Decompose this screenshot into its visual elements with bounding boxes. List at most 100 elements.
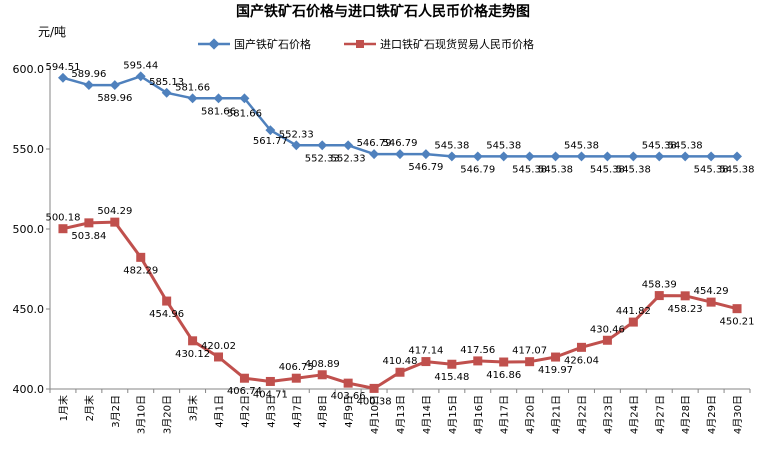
data-point <box>317 140 328 151</box>
chart-title: 国产铁矿石价格与进口铁矿石人民币价格走势图 <box>236 3 530 20</box>
data-point <box>291 373 301 383</box>
data-label: 417.56 <box>460 345 495 356</box>
data-label: 420.02 <box>201 341 236 352</box>
x-tick-label: 4月8日 <box>317 395 329 428</box>
data-label: 454.96 <box>149 309 184 320</box>
data-point <box>447 359 457 369</box>
data-label: 400.38 <box>357 396 392 407</box>
x-tick-label: 4月3日 <box>265 395 277 428</box>
data-point <box>395 367 405 377</box>
data-point <box>161 87 172 98</box>
x-tick-label: 3月末 <box>187 395 200 421</box>
data-point <box>83 80 94 91</box>
data-point <box>498 151 509 162</box>
data-point <box>550 151 561 162</box>
data-label: 589.96 <box>71 69 106 80</box>
data-label: 595.44 <box>123 60 158 71</box>
data-point <box>58 72 68 83</box>
x-tick-label: 4月27日 <box>654 395 666 434</box>
x-tick-label: 4月24日 <box>628 395 640 434</box>
data-point <box>291 140 302 151</box>
data-label: 545.38 <box>668 140 703 151</box>
data-label: 545.38 <box>538 164 573 175</box>
data-point <box>343 140 354 151</box>
x-tick-label: 4月23日 <box>602 395 614 434</box>
data-label: 552.33 <box>305 153 340 164</box>
data-label: 417.14 <box>408 346 443 357</box>
x-tick-label: 4月17日 <box>499 395 511 434</box>
data-point <box>628 317 638 327</box>
data-point <box>576 342 586 352</box>
data-point <box>499 357 509 367</box>
x-tick-label: 4月16日 <box>473 395 485 434</box>
data-point <box>628 151 639 162</box>
x-tick-label: 4月22日 <box>576 395 588 434</box>
data-labels: 594.51589.96589.96595.44585.13581.66581.… <box>45 60 754 407</box>
data-label: 545.38 <box>434 140 469 151</box>
data-label: 430.12 <box>175 349 210 360</box>
y-tick-label: 450.0 <box>13 303 45 316</box>
x-tick-label: 3月2日 <box>110 395 122 428</box>
legend-label-domestic: 国产铁矿石价格 <box>234 37 311 51</box>
data-point <box>446 151 457 162</box>
data-label: 589.96 <box>97 93 132 104</box>
x-tick-label: 4月2日 <box>239 395 251 428</box>
data-label: 545.38 <box>512 164 547 175</box>
data-point <box>214 352 224 362</box>
data-label: 426.04 <box>564 355 599 366</box>
data-label: 403.66 <box>331 391 366 402</box>
data-point <box>706 151 717 162</box>
data-label: 581.66 <box>201 106 236 117</box>
data-label: 406.74 <box>227 386 262 397</box>
data-label: 545.38 <box>642 140 677 151</box>
data-point <box>576 151 587 162</box>
data-point <box>680 291 690 301</box>
data-label: 545.38 <box>590 164 625 175</box>
data-label: 545.38 <box>564 140 599 151</box>
y-tick-label: 400.0 <box>13 383 45 396</box>
data-point <box>369 383 379 393</box>
data-label: 450.21 <box>720 317 755 328</box>
data-label: 500.18 <box>45 213 80 224</box>
x-tick-label: 4月20日 <box>525 395 537 434</box>
data-label: 585.13 <box>149 77 184 88</box>
data-point <box>732 151 742 162</box>
y-tick-label: 500.0 <box>13 223 45 236</box>
x-tick-label: 4月28日 <box>680 395 692 434</box>
data-point <box>135 71 146 82</box>
x-tick-label: 4月13日 <box>395 395 407 434</box>
data-label: 430.46 <box>590 324 625 335</box>
data-label: 545.38 <box>720 164 755 175</box>
data-label: 458.23 <box>668 304 703 315</box>
data-point <box>213 93 224 104</box>
data-point <box>187 93 198 104</box>
x-tick-label: 4月30日 <box>732 395 744 434</box>
data-label: 404.71 <box>253 389 288 400</box>
data-point <box>136 252 146 262</box>
x-tick-label: 4月9日 <box>343 395 355 428</box>
x-tick-label: 4月15日 <box>447 395 459 434</box>
data-point <box>732 304 742 314</box>
data-label: 545.38 <box>694 164 729 175</box>
data-label: 546.79 <box>460 164 495 175</box>
x-tick-label: 4月1日 <box>214 395 226 428</box>
x-tick-label: 4月14日 <box>421 395 433 434</box>
data-point <box>654 151 665 162</box>
series-markers <box>58 71 742 393</box>
data-label: 482.29 <box>123 265 158 276</box>
legend-item-domestic: 国产铁矿石价格 <box>198 37 311 51</box>
data-label: 552.33 <box>331 153 366 164</box>
x-tick-label: 3月10日 <box>136 395 148 434</box>
data-label: 561.77 <box>253 136 288 147</box>
data-point <box>239 93 250 104</box>
data-point <box>58 224 68 234</box>
data-label: 545.38 <box>616 164 651 175</box>
data-label: 406.75 <box>279 362 314 373</box>
data-point <box>551 352 561 362</box>
data-point <box>395 149 405 160</box>
data-point <box>239 373 249 383</box>
data-label: 594.51 <box>45 62 80 73</box>
data-label: 454.29 <box>694 286 729 297</box>
data-point <box>420 149 431 160</box>
data-label: 416.86 <box>486 370 521 381</box>
